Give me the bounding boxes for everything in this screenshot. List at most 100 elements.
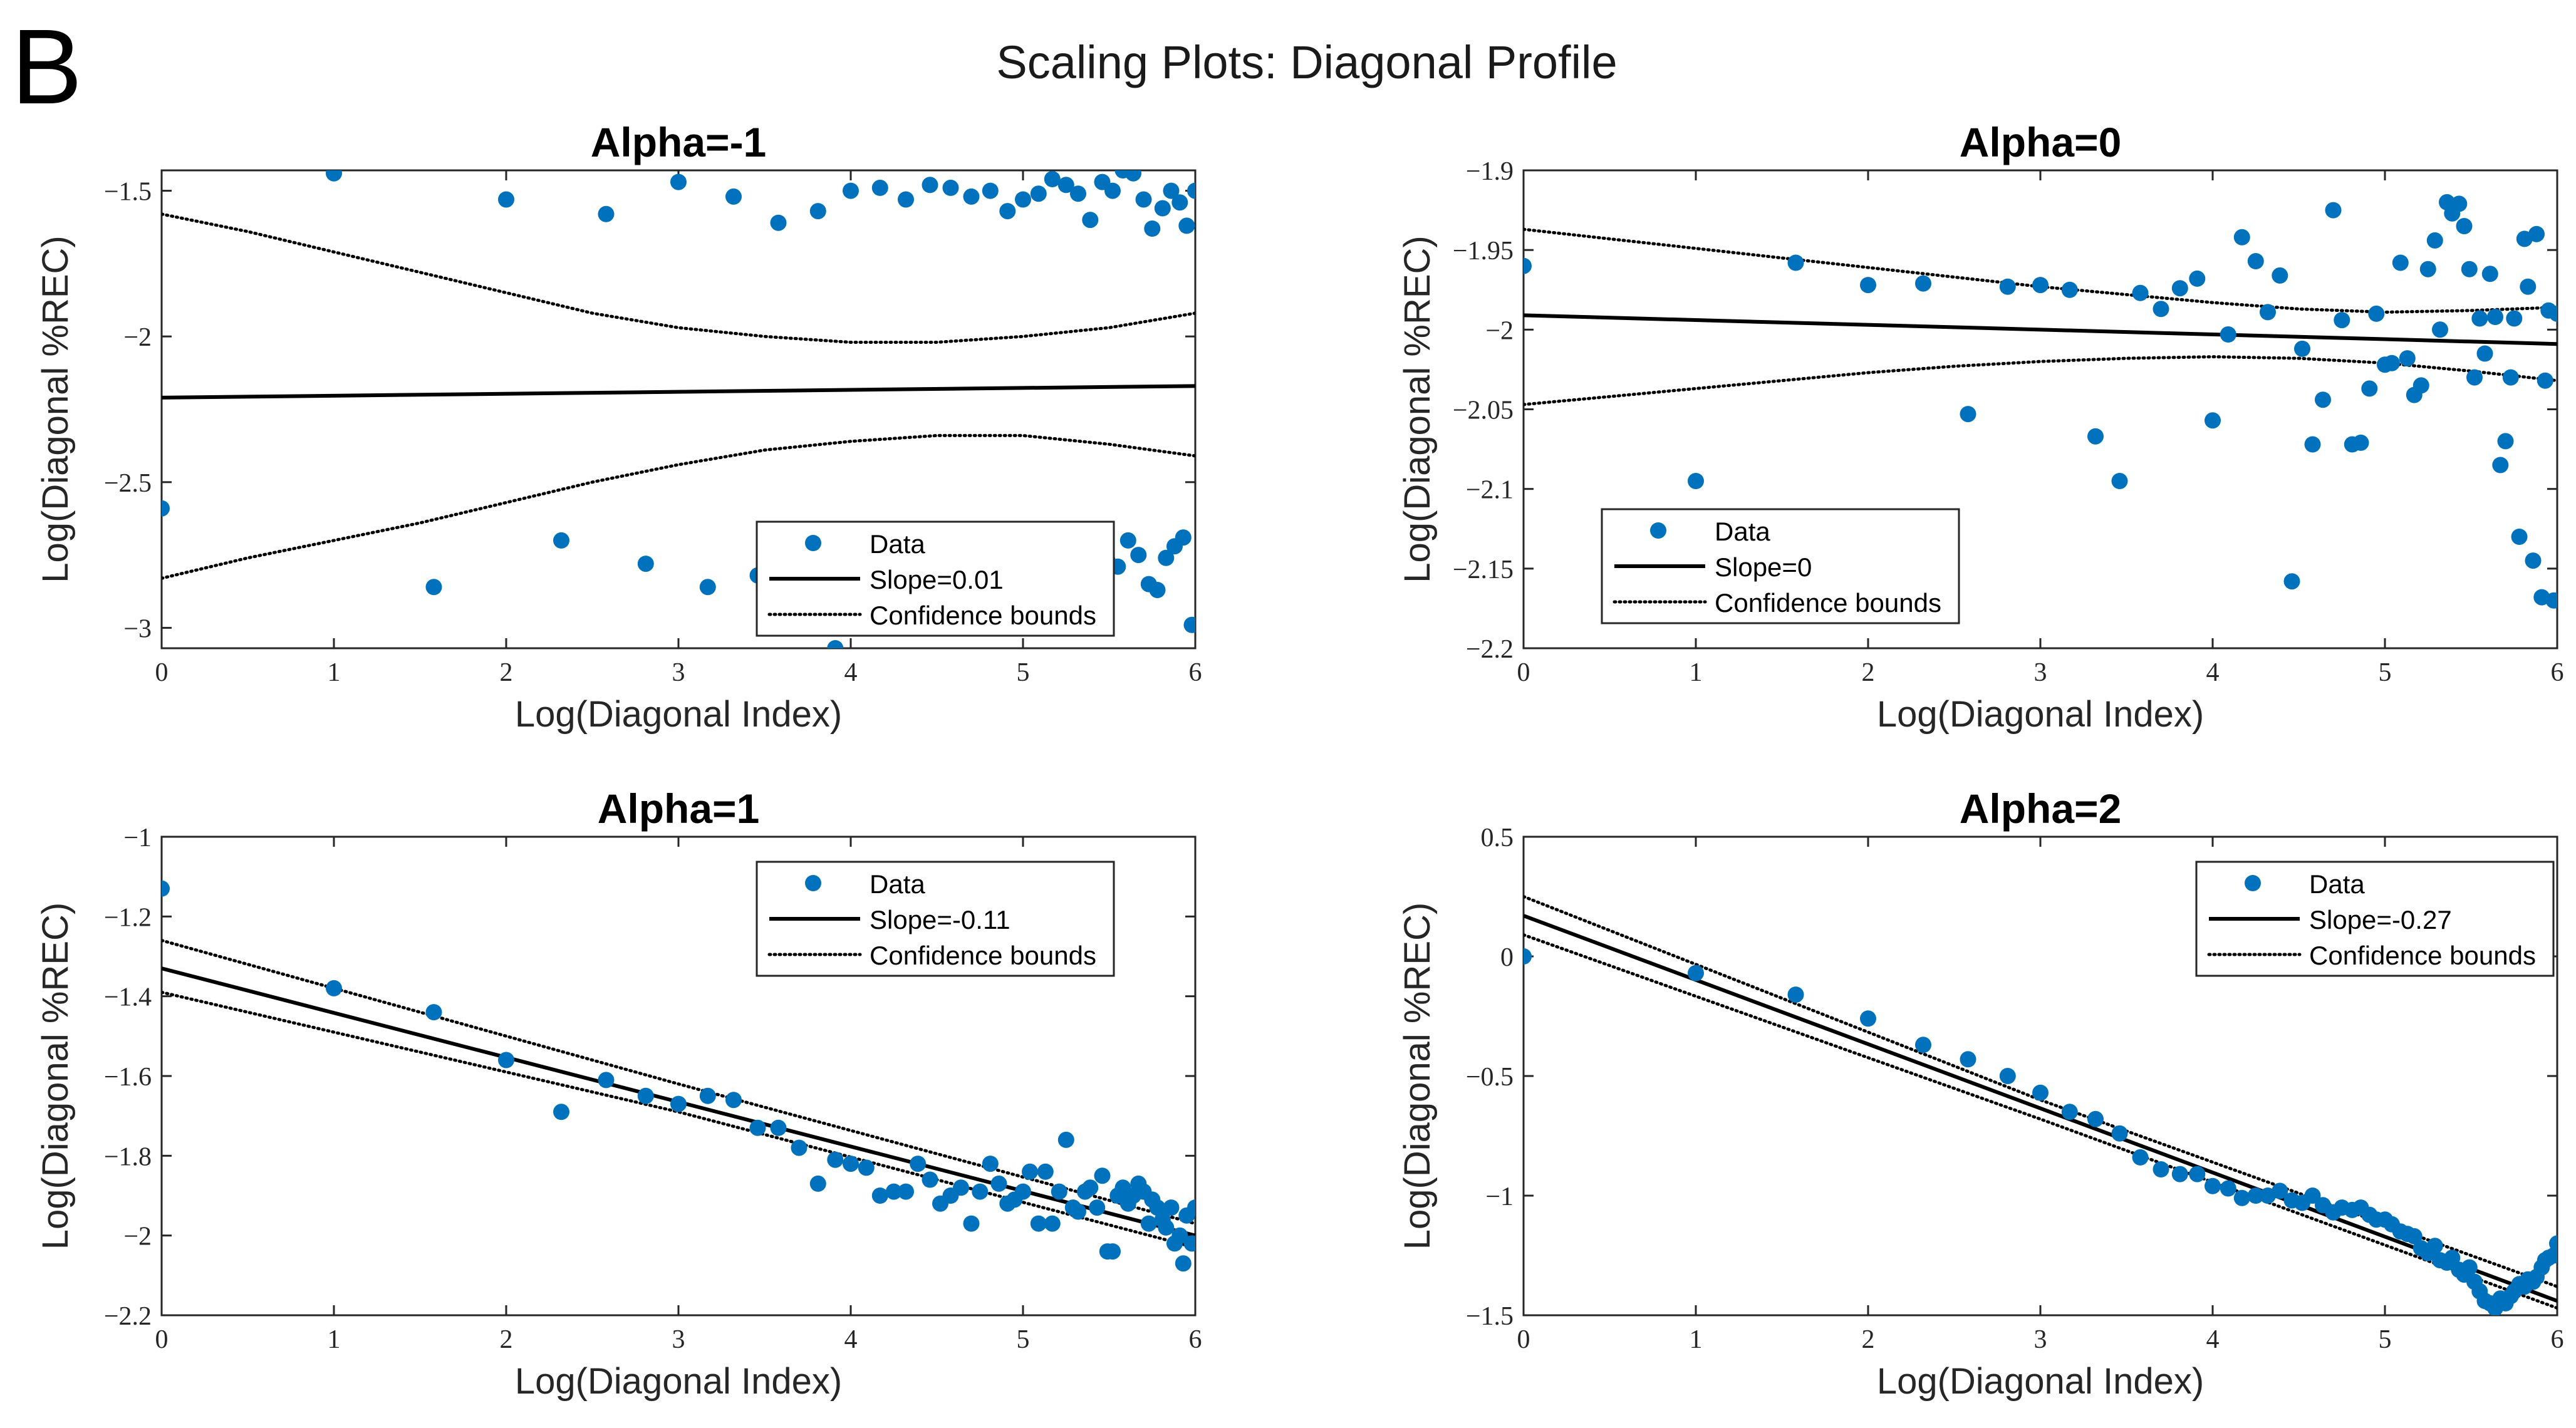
x-tick-label: 3 bbox=[672, 1325, 685, 1354]
data-point bbox=[1787, 254, 1804, 271]
legend-entry: Data bbox=[1715, 517, 1770, 546]
data-point bbox=[827, 1151, 844, 1168]
chart-title: Alpha=0 bbox=[1960, 119, 2122, 165]
data-point bbox=[1070, 1203, 1086, 1220]
y-tick-label: −1.8 bbox=[104, 1142, 152, 1171]
data-point bbox=[1524, 257, 1532, 274]
data-point bbox=[699, 1087, 716, 1104]
data-point bbox=[1158, 549, 1175, 566]
data-point bbox=[498, 1052, 514, 1068]
data-point bbox=[2315, 391, 2331, 408]
data-point bbox=[963, 188, 980, 205]
data-point bbox=[2272, 267, 2288, 284]
data-point bbox=[2492, 457, 2509, 473]
data-point bbox=[2283, 573, 2300, 590]
x-tick-label: 5 bbox=[1017, 658, 1030, 687]
data-point bbox=[2361, 380, 2378, 397]
x-tick-label: 1 bbox=[1690, 1325, 1703, 1354]
data-point bbox=[2506, 310, 2523, 327]
data-point bbox=[2545, 592, 2557, 609]
data-point bbox=[2304, 436, 2321, 453]
data-point bbox=[1057, 177, 1074, 194]
fit-line bbox=[162, 384, 1195, 400]
x-tick-label: 2 bbox=[1862, 658, 1875, 687]
x-axis-label: Log(Diagonal Index) bbox=[515, 1361, 842, 1402]
data-point bbox=[1915, 1037, 1931, 1053]
data-point bbox=[1022, 1163, 1038, 1180]
data-point bbox=[1183, 1235, 1195, 1252]
data-point bbox=[749, 1119, 766, 1136]
data-point bbox=[2444, 1250, 2461, 1266]
data-point bbox=[1037, 1163, 1054, 1180]
data-point bbox=[2384, 354, 2400, 371]
data-point bbox=[2476, 345, 2493, 362]
data-point bbox=[2426, 232, 2443, 249]
data-point bbox=[326, 980, 342, 996]
legend-data-marker bbox=[805, 875, 821, 891]
data-point bbox=[2111, 473, 2128, 489]
data-point bbox=[1044, 1215, 1061, 1232]
x-tick-label: 6 bbox=[1189, 1325, 1202, 1354]
data-point bbox=[1154, 200, 1171, 217]
legend-entry: Confidence bounds bbox=[870, 941, 1096, 970]
data-point bbox=[2419, 261, 2436, 277]
y-tick-label: 0 bbox=[1500, 943, 1514, 972]
fit-line bbox=[1524, 313, 2557, 346]
data-point bbox=[2189, 1166, 2206, 1182]
data-point bbox=[1104, 1243, 1121, 1260]
data-point bbox=[871, 179, 888, 196]
data-point bbox=[1015, 1183, 1031, 1200]
data-point bbox=[2087, 428, 2104, 445]
legend-entry: Confidence bounds bbox=[870, 601, 1096, 630]
data-point bbox=[922, 1171, 938, 1188]
x-tick-label: 3 bbox=[2034, 1325, 2047, 1354]
legend-entry: Slope=-0.27 bbox=[2309, 905, 2452, 934]
data-point bbox=[2205, 412, 2221, 429]
y-tick-label: −2.05 bbox=[1453, 396, 1514, 425]
data-point bbox=[1130, 547, 1147, 564]
y-tick-label: −1.9 bbox=[1466, 157, 1514, 186]
x-tick-label: 3 bbox=[2034, 658, 2047, 687]
data-point bbox=[1030, 185, 1047, 202]
data-point bbox=[162, 500, 170, 517]
confidence-bound-lower bbox=[1524, 933, 2557, 1310]
data-point bbox=[1163, 182, 1180, 199]
data-point bbox=[2432, 321, 2448, 338]
data-point bbox=[2528, 225, 2545, 242]
data-point bbox=[2487, 309, 2503, 325]
data-point bbox=[982, 182, 999, 199]
x-tick-label: 3 bbox=[672, 658, 685, 687]
legend-entry: Slope=-0.11 bbox=[870, 905, 1010, 934]
data-point bbox=[809, 203, 826, 220]
data-point bbox=[699, 579, 716, 596]
data-point bbox=[898, 1183, 914, 1200]
data-point bbox=[1999, 278, 2016, 295]
data-point bbox=[2032, 1084, 2049, 1101]
data-point bbox=[2171, 1166, 2188, 1182]
x-tick-label: 4 bbox=[844, 1325, 858, 1354]
data-point bbox=[1104, 182, 1121, 199]
y-tick-label: −2 bbox=[123, 323, 152, 352]
data-point bbox=[871, 1187, 888, 1204]
legend-data-marker bbox=[1650, 522, 1666, 539]
y-tick-label: −1.5 bbox=[104, 178, 152, 207]
data-point bbox=[1960, 1051, 1976, 1068]
data-point bbox=[2466, 369, 2483, 386]
x-tick-label: 1 bbox=[1690, 658, 1703, 687]
data-point bbox=[2461, 1259, 2478, 1276]
chart-panel-1: Alpha=-1 0 1 2 3 4 5 6 −3 −2.5 −2 −1.5 Log(Diagonal … bbox=[35, 119, 1202, 735]
data-point bbox=[1089, 1199, 1106, 1216]
data-point bbox=[1787, 986, 1804, 1003]
x-tick-label: 5 bbox=[1017, 1325, 1030, 1354]
data-point bbox=[791, 1139, 808, 1156]
data-point bbox=[1187, 182, 1195, 199]
data-point bbox=[670, 1095, 687, 1112]
data-point bbox=[843, 1156, 859, 1172]
data-point bbox=[2247, 253, 2264, 269]
data-point bbox=[2260, 304, 2276, 321]
data-point bbox=[1175, 1255, 1192, 1272]
data-point bbox=[2545, 1247, 2557, 1264]
data-point bbox=[598, 205, 615, 222]
data-point bbox=[2325, 202, 2342, 219]
data-point bbox=[1070, 185, 1086, 202]
